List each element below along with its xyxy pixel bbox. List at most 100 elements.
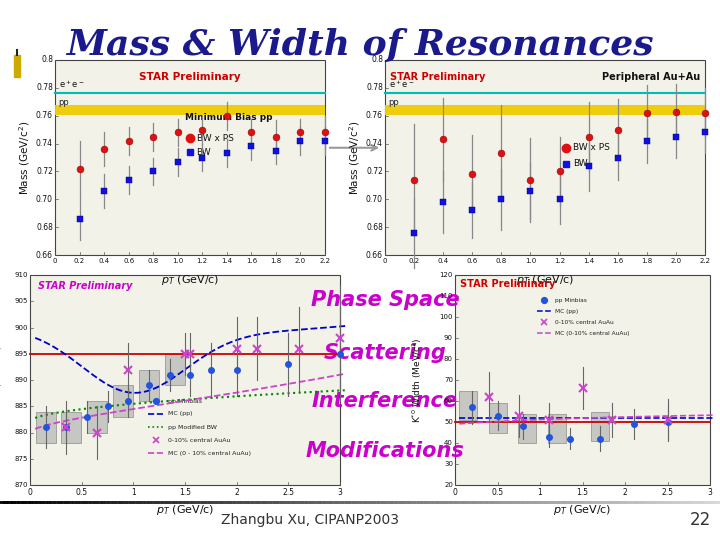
Text: 0: 0 [53,258,58,264]
Bar [455,275,710,485]
Text: BW: BW [573,159,588,168]
Text: MC (pp): MC (pp) [554,309,578,314]
Text: 0.2: 0.2 [74,258,85,264]
Text: 0-10% central AuAu: 0-10% central AuAu [168,437,230,442]
Text: STAR Preliminary: STAR Preliminary [38,281,132,291]
Text: 0.4: 0.4 [99,258,109,264]
Bar [139,369,159,401]
Text: 0.76: 0.76 [36,111,53,120]
Text: 0.6: 0.6 [467,258,478,264]
Text: 0-10% central AuAu: 0-10% central AuAu [554,320,613,325]
Text: Modifications: Modifications [305,441,464,461]
Text: 22: 22 [689,511,711,529]
Text: 3: 3 [708,488,712,497]
Text: 885: 885 [14,403,28,409]
Text: 0.5: 0.5 [492,488,503,497]
Text: Mass (GeV/c$^2$): Mass (GeV/c$^2$) [348,120,362,194]
Text: 0.4: 0.4 [438,258,449,264]
Text: 60: 60 [444,398,453,404]
Text: 0.72: 0.72 [366,167,383,176]
Text: 0.8: 0.8 [496,258,507,264]
Text: 1: 1 [131,488,135,497]
Text: 2.5: 2.5 [282,488,294,497]
Text: 50: 50 [444,419,453,425]
Bar [590,411,608,441]
Bar [30,275,340,485]
Text: 2.2: 2.2 [320,258,330,264]
Text: Minimum Bias pp: Minimum Bias pp [184,113,272,122]
Text: $p_T$ (GeV/c): $p_T$ (GeV/c) [161,273,219,287]
Text: 110: 110 [439,293,453,299]
Text: e$^+$e$^-$: e$^+$e$^-$ [389,79,415,90]
Text: 890: 890 [14,377,28,383]
Text: 90: 90 [444,335,453,341]
Text: Mass & Width of Resonances: Mass & Width of Resonances [66,28,654,62]
Text: MC (pp): MC (pp) [168,411,192,416]
Text: 0.78: 0.78 [366,83,383,92]
Text: 1.5: 1.5 [577,488,588,497]
Bar [385,105,705,115]
Text: Interference: Interference [312,391,458,411]
Text: 0.6: 0.6 [123,258,134,264]
Text: 0.72: 0.72 [36,167,53,176]
Text: 1.5: 1.5 [179,488,191,497]
Text: 0.66: 0.66 [36,251,53,260]
Text: 1.0: 1.0 [525,258,536,264]
Text: 2.0: 2.0 [295,258,306,264]
Bar [55,105,325,115]
Text: MC (0-10% central AuAu): MC (0-10% central AuAu) [554,330,629,336]
Text: Mass (GeV/c$^2$): Mass (GeV/c$^2$) [17,120,32,194]
Text: 120: 120 [440,272,453,278]
Text: 0.68: 0.68 [366,222,383,232]
Text: 905: 905 [14,298,28,304]
Text: 2.2: 2.2 [700,258,711,264]
Bar [55,60,325,255]
Text: pp Modified BW: pp Modified BW [168,424,217,429]
Text: 0: 0 [27,488,32,497]
Text: 0.8: 0.8 [371,56,383,64]
Text: 1.4: 1.4 [583,258,594,264]
Text: 0.74: 0.74 [36,139,53,148]
Text: 0: 0 [453,488,457,497]
Text: 0.8: 0.8 [41,56,53,64]
Text: 70: 70 [444,377,453,383]
Text: 0.74: 0.74 [366,139,383,148]
Text: 870: 870 [14,482,28,488]
Bar [165,354,184,385]
Text: STAR Preliminary: STAR Preliminary [139,72,240,82]
Text: MC (0 - 10% central AuAu): MC (0 - 10% central AuAu) [168,450,251,456]
Text: 0: 0 [383,258,387,264]
Text: BW: BW [197,147,211,157]
Text: e$^+$e$^-$: e$^+$e$^-$ [59,79,84,90]
Text: $p_T$ (GeV/c): $p_T$ (GeV/c) [156,503,215,517]
Bar [385,60,705,255]
Text: 3: 3 [338,488,343,497]
Text: 2.0: 2.0 [670,258,681,264]
Text: 0.68: 0.68 [36,222,53,232]
Text: 20: 20 [444,482,453,488]
Bar [113,385,133,417]
Bar [488,403,506,433]
Text: 1.8: 1.8 [642,258,652,264]
Text: STAR Preliminary: STAR Preliminary [390,72,485,82]
Bar [548,414,566,443]
Text: 875: 875 [14,456,28,462]
Text: pp Minbias: pp Minbias [554,298,587,303]
Text: 1.2: 1.2 [554,258,565,264]
Text: $p_T$ (GeV/c): $p_T$ (GeV/c) [553,503,612,517]
Text: Phase Space: Phase Space [311,290,459,310]
Text: 0.66: 0.66 [366,251,383,260]
Text: 2: 2 [234,488,239,497]
Text: 80: 80 [444,356,453,362]
Text: pp: pp [388,98,399,107]
Text: Scattering: Scattering [323,343,446,363]
Text: 2.5: 2.5 [662,488,673,497]
Text: 1.8: 1.8 [270,258,282,264]
Text: Peripheral Au+Au: Peripheral Au+Au [602,72,700,82]
Text: 895: 895 [14,351,28,357]
Text: BW x PS: BW x PS [197,133,233,143]
Text: 880: 880 [14,429,28,435]
Text: Zhangbu Xu, CIPANP2003: Zhangbu Xu, CIPANP2003 [221,513,399,527]
Bar [87,401,107,433]
Text: 1.0: 1.0 [172,258,184,264]
